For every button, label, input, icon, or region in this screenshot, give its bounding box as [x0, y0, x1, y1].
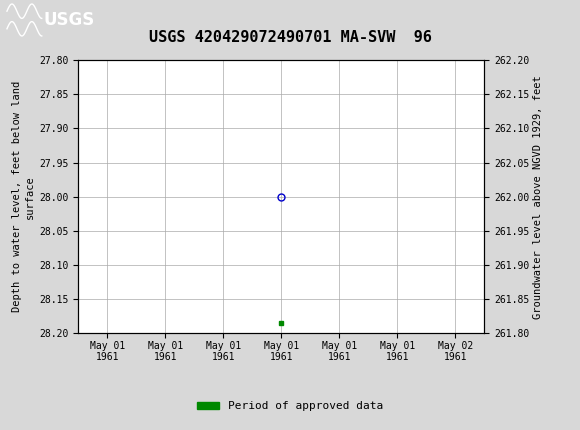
Y-axis label: Depth to water level, feet below land
surface: Depth to water level, feet below land su… [12, 81, 35, 312]
Legend: Period of approved data: Period of approved data [193, 397, 387, 416]
Y-axis label: Groundwater level above NGVD 1929, feet: Groundwater level above NGVD 1929, feet [534, 75, 543, 319]
Text: USGS 420429072490701 MA-SVW  96: USGS 420429072490701 MA-SVW 96 [148, 30, 432, 45]
Text: USGS: USGS [44, 11, 95, 29]
